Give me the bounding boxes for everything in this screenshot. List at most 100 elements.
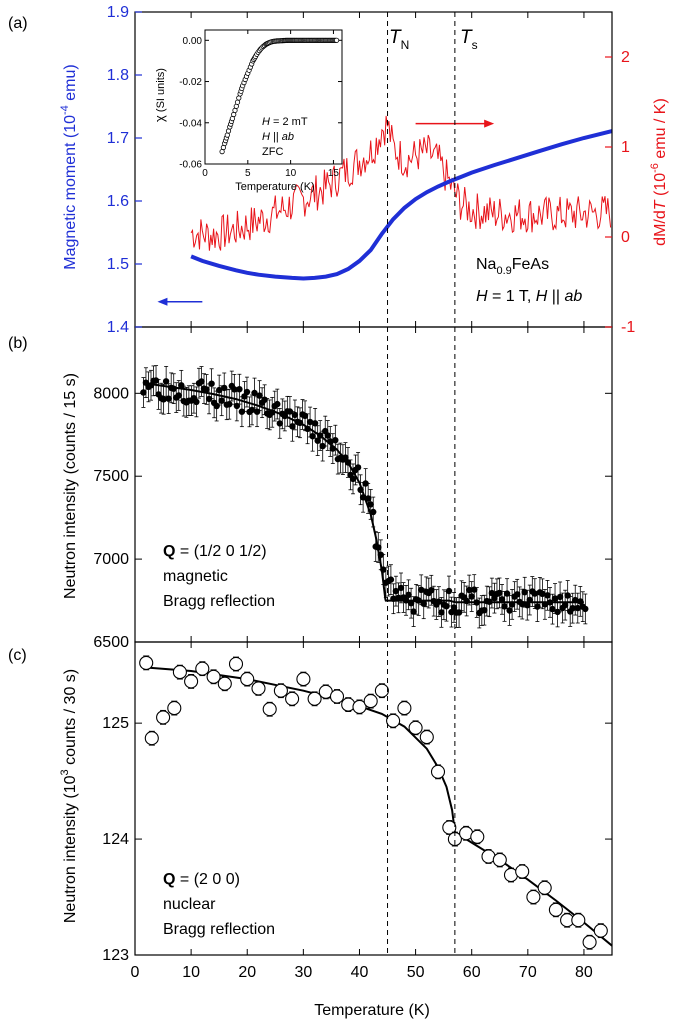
- panel-b-annotation-bragg: Bragg reflection: [163, 593, 275, 610]
- right-y-tick-label: -1: [621, 319, 635, 336]
- panel-a-right-ylabel-b: T: [652, 199, 669, 210]
- panel-a-data: [157, 115, 613, 306]
- data-point: [526, 889, 541, 905]
- panel-c-data: [139, 655, 613, 950]
- inset-xlabel: Temperature (K): [235, 181, 314, 193]
- inset-x-tick-label: 15: [328, 168, 340, 179]
- data-point: [386, 713, 401, 728]
- inset-y-tick-label: 0.00: [183, 36, 203, 47]
- panel-c-ylabel: Neutron intensity (103 counts / 30 s): [59, 669, 79, 923]
- panel-label-b: (b): [8, 335, 28, 352]
- data-point: [582, 605, 589, 613]
- right-y-tick-label: 2: [621, 49, 630, 66]
- data-point: [405, 591, 412, 598]
- left-y-tick-label: 1.8: [107, 67, 129, 84]
- data-point: [156, 710, 171, 725]
- inset-ylabel-rest: (SI units): [155, 68, 167, 115]
- data-point: [564, 592, 571, 599]
- data-point: [582, 935, 597, 950]
- inset-y-tick-label: -0.06: [179, 160, 202, 171]
- data-point: [374, 683, 389, 698]
- data-point: [261, 396, 268, 403]
- data-point: [450, 604, 458, 611]
- field-h2: H: [536, 288, 548, 305]
- x-tick-label: 40: [351, 964, 369, 981]
- data-point: [273, 683, 288, 698]
- data-point: [448, 608, 455, 616]
- data-point: [544, 592, 551, 599]
- data-point: [175, 392, 182, 399]
- data-point: [352, 699, 367, 714]
- data-point: [397, 584, 405, 592]
- data-point: [554, 608, 561, 616]
- x-tick-label: 0: [131, 964, 140, 981]
- data-point: [470, 829, 485, 844]
- field-annotation: H = 1 T, H || ab: [476, 288, 582, 305]
- data-point: [501, 603, 508, 610]
- inset-x-tick-label: 0: [202, 168, 208, 179]
- axes: 0 10 20 30 40 50 60 70 801.41.51.61.71.81.9-1012…: [93, 4, 635, 981]
- data-point: [349, 475, 357, 483]
- data-point: [238, 408, 246, 415]
- data-point: [362, 480, 369, 487]
- data-point: [341, 697, 356, 712]
- field-h: H: [476, 288, 488, 305]
- data-point: [251, 681, 266, 696]
- sample-suffix: FeAs: [512, 256, 549, 273]
- data-point: [309, 433, 316, 440]
- data-point: [548, 902, 563, 917]
- panel-c-ylabel-b: counts / 30 s): [62, 669, 79, 770]
- data-point: [243, 388, 251, 396]
- panel-c-y-tick-label: 125: [102, 715, 129, 732]
- inset-annot-1b: = 2 mT: [270, 116, 308, 128]
- panel-b-y-tick-label: 8000: [93, 385, 129, 402]
- panel-b-y-tick-label: 6500: [93, 634, 129, 651]
- sample-subscript: 0.9: [496, 265, 511, 277]
- data-point: [488, 589, 496, 597]
- data-point: [496, 589, 503, 597]
- left-y-tick-label: 1.5: [107, 256, 129, 273]
- data-point: [165, 395, 172, 402]
- data-point: [574, 604, 581, 612]
- data-point: [468, 593, 475, 600]
- data-point: [442, 820, 457, 835]
- data-point: [286, 408, 294, 415]
- data-point: [408, 720, 423, 735]
- panel-a-left-ylabel-sup: -4: [59, 105, 71, 115]
- data-point: [329, 689, 345, 704]
- x-tick-label: 60: [463, 964, 481, 981]
- panel-c-annotation-type: nuclear: [163, 896, 216, 913]
- panel-b-q-bold: Q: [163, 543, 175, 560]
- data-point: [218, 397, 225, 404]
- data-point: [324, 432, 331, 439]
- panel-b-annotation-type: magnetic: [163, 568, 228, 585]
- panel-b-y-tick-label: 7000: [93, 551, 129, 568]
- inset-annot-2c: ab: [282, 131, 294, 143]
- panel-c-y-tick-label: 124: [102, 831, 129, 848]
- right-axis-arrowhead: [484, 119, 495, 128]
- data-point: [184, 674, 199, 689]
- data-point: [539, 590, 546, 597]
- data-point: [253, 408, 261, 415]
- inset-annotation-field: H = 2 mT: [262, 116, 308, 128]
- data-point: [198, 378, 205, 385]
- data-point: [206, 669, 221, 684]
- inset-ylabel: χ (SI units): [152, 68, 167, 122]
- data-point: [213, 402, 220, 410]
- data-point: [314, 437, 321, 444]
- data-point: [162, 378, 170, 385]
- tn-label-main: T: [389, 27, 402, 48]
- data-point: [392, 587, 400, 595]
- data-point: [466, 586, 473, 594]
- sample-annotation: Na0.9FeAs: [476, 256, 549, 277]
- x-tick-label: 20: [238, 964, 256, 981]
- data-point: [332, 437, 339, 444]
- panel-a-right-ylabel: dM/dT (10-6 emu / K): [649, 98, 669, 246]
- data-point: [556, 593, 564, 601]
- panel-c-ylabel-sup: 3: [59, 769, 71, 775]
- fit-curve: [146, 382, 584, 604]
- field-ab: ab: [565, 288, 583, 305]
- inset-annot-2a: H: [262, 131, 270, 143]
- field-eq: = 1 T,: [488, 288, 536, 305]
- data-point: [506, 607, 513, 614]
